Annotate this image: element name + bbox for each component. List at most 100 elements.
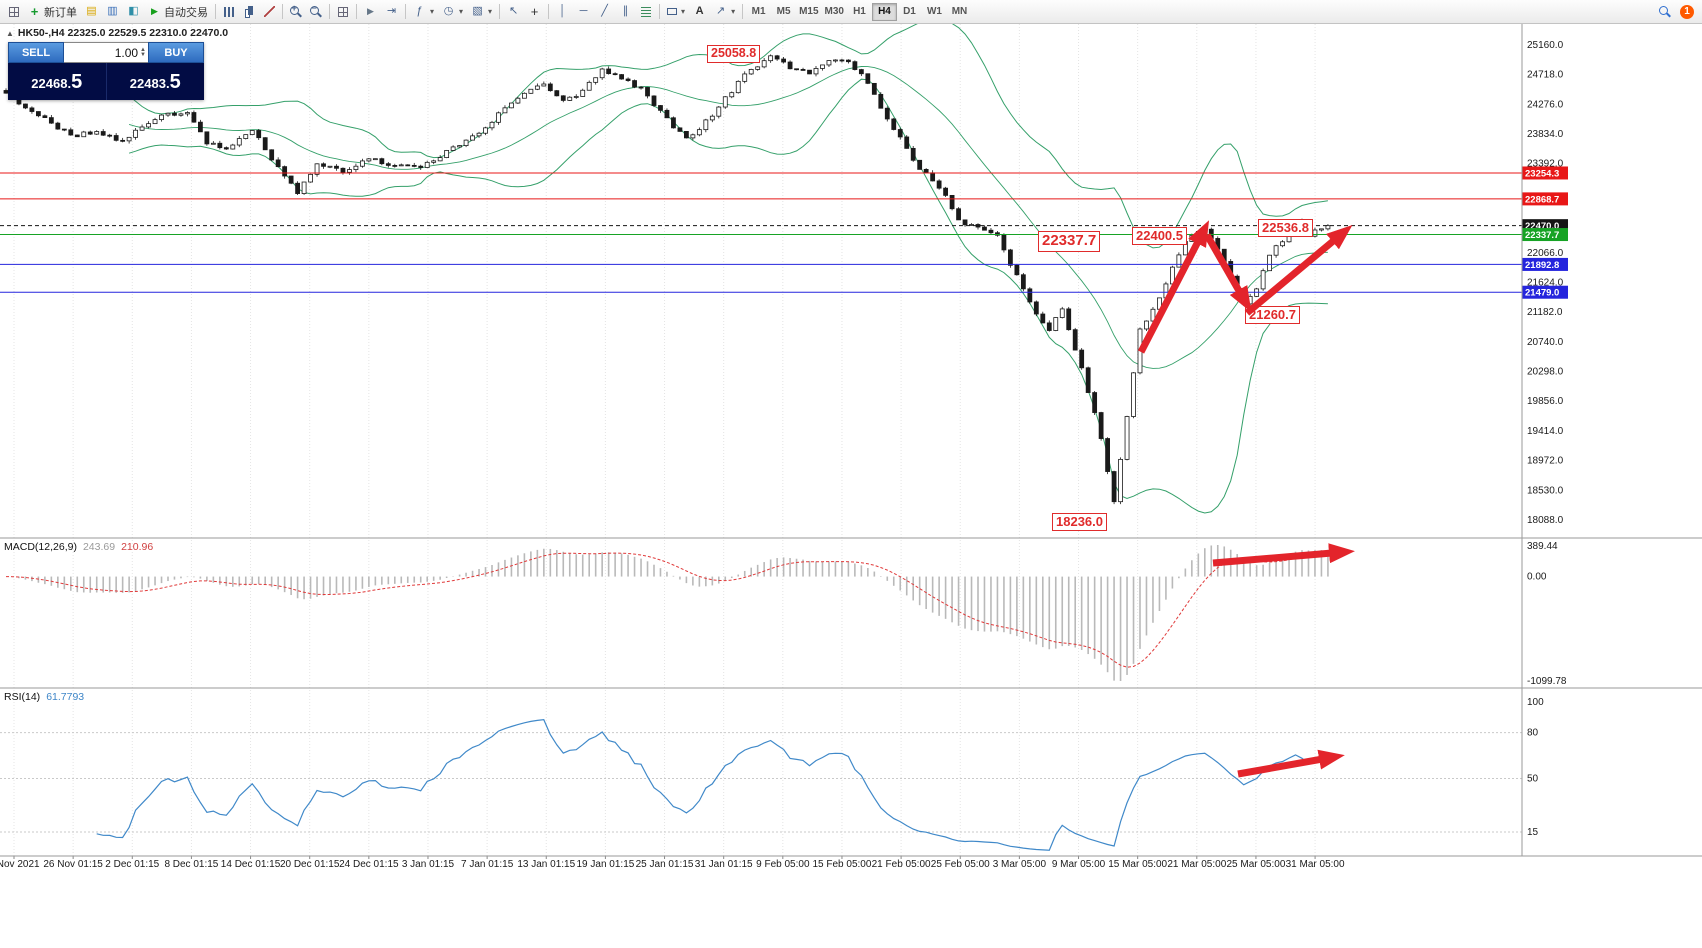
svg-text:18972.0: 18972.0 xyxy=(1527,456,1564,467)
timeframe-m15-button[interactable]: M15 xyxy=(799,6,819,17)
cursor-icon: ↖ xyxy=(508,5,519,17)
notification-badge[interactable]: 1 xyxy=(1680,4,1694,19)
indicators-button[interactable]: ƒ ▾ xyxy=(409,2,438,22)
autotrading-button[interactable]: ▶ 自动交易 xyxy=(144,2,212,22)
trendline-button[interactable]: ╱ xyxy=(594,2,615,22)
grid-icon xyxy=(338,6,348,17)
volume-stepper[interactable]: ▲ ▼ xyxy=(140,46,146,58)
toolbar-separator xyxy=(329,4,330,19)
templates-button[interactable]: ▧ ▾ xyxy=(467,2,496,22)
sell-button[interactable]: SELL xyxy=(8,42,64,63)
svg-text:3 Jan 01:15: 3 Jan 01:15 xyxy=(402,859,455,870)
text-icon: A xyxy=(695,5,704,17)
timeframe-mn-button[interactable]: MN xyxy=(951,6,968,17)
line-chart-button[interactable] xyxy=(259,2,279,22)
zoom-out-button[interactable] xyxy=(306,2,326,22)
svg-text:22066.0: 22066.0 xyxy=(1527,248,1564,259)
svg-text:20740.0: 20740.0 xyxy=(1527,337,1564,348)
tline-icon: ╱ xyxy=(601,5,608,17)
text-label-button[interactable]: A xyxy=(689,2,710,22)
volume-value: 1.00 xyxy=(114,45,139,60)
function-icon: ƒ xyxy=(416,5,423,17)
equidistant-channel-button[interactable]: ∥ xyxy=(615,2,636,22)
svg-text:8 Dec 01:15: 8 Dec 01:15 xyxy=(164,859,218,870)
svg-text:80: 80 xyxy=(1527,728,1539,739)
new-order-button[interactable]: + 新订单 xyxy=(24,2,81,22)
rsi-value: 61.7793 xyxy=(46,691,85,703)
chevron-down-icon: ▾ xyxy=(459,7,464,16)
crosshair-button[interactable]: + xyxy=(524,2,545,22)
periods-button[interactable]: ◷ ▾ xyxy=(438,2,467,22)
play-gray-icon: ▶ xyxy=(367,6,374,16)
market-watch-button[interactable]: ▥ xyxy=(102,2,123,22)
arrow-icon: ↗ xyxy=(715,5,726,17)
svg-text:13 Jan 01:15: 13 Jan 01:15 xyxy=(517,859,575,870)
svg-text:22868.7: 22868.7 xyxy=(1525,194,1559,205)
navigator-button[interactable]: ◧ xyxy=(123,2,144,22)
autotrading-label: 自动交易 xyxy=(164,6,208,19)
zoom-in-button[interactable] xyxy=(286,2,306,22)
timeframe-m1-button[interactable]: M1 xyxy=(751,6,766,17)
price-callout-22536: 22536.8 xyxy=(1258,219,1313,238)
volume-input[interactable]: 1.00 ▲ ▼ xyxy=(64,42,148,63)
rsi-name: RSI(14) xyxy=(4,691,41,703)
svg-text:21182.0: 21182.0 xyxy=(1527,307,1563,318)
vline-icon: │ xyxy=(559,5,566,17)
shapes-button[interactable]: ▾ xyxy=(663,2,689,22)
svg-text:21892.8: 21892.8 xyxy=(1525,260,1559,271)
candlestick-chart-button[interactable] xyxy=(239,2,259,22)
toolbar-right: 1 xyxy=(1655,2,1698,22)
svg-text:20298.0: 20298.0 xyxy=(1527,367,1564,378)
candles-icon xyxy=(244,6,255,18)
svg-text:15 Feb 05:00: 15 Feb 05:00 xyxy=(812,859,871,870)
history-center-button[interactable]: ▤ xyxy=(81,2,102,22)
fibonacci-button[interactable] xyxy=(636,2,656,22)
clock-icon: ◷ xyxy=(443,5,454,17)
vertical-line-button[interactable]: │ xyxy=(552,2,573,22)
panel-teal-icon: ◧ xyxy=(128,5,139,17)
cursor-button[interactable]: ↖ xyxy=(503,2,524,22)
svg-text:19414.0: 19414.0 xyxy=(1527,426,1564,437)
svg-text:21479.0: 21479.0 xyxy=(1525,288,1559,299)
bar-chart-button[interactable] xyxy=(219,2,239,22)
chart-shift-button[interactable]: ⇥ xyxy=(381,2,402,22)
search-button[interactable] xyxy=(1655,2,1675,22)
svg-text:31 Mar 05:00: 31 Mar 05:00 xyxy=(1286,859,1345,870)
chart-symbol-title: ▲ HK50-,H4 22325.0 22529.5 22310.0 22470… xyxy=(6,27,228,39)
arrow-objects-button[interactable]: ↗ ▾ xyxy=(710,2,739,22)
rsi-label: RSI(14) 61.7793 xyxy=(4,691,84,703)
timeframe-h4-button[interactable]: H4 xyxy=(871,2,897,21)
svg-text:18088.0: 18088.0 xyxy=(1527,515,1564,526)
auto-scroll-button[interactable]: ▶ xyxy=(360,2,381,22)
timeframe-w1-button[interactable]: W1 xyxy=(926,6,942,17)
svg-text:25 Mar 05:00: 25 Mar 05:00 xyxy=(1226,859,1285,870)
macd-panel xyxy=(5,545,1329,681)
svg-text:26 Nov 01:15: 26 Nov 01:15 xyxy=(43,859,103,870)
timeframe-d1-button[interactable]: D1 xyxy=(903,6,916,17)
channel-icon: ∥ xyxy=(622,5,629,17)
sell-price[interactable]: 22468. 5 xyxy=(8,63,106,100)
tile-windows-button[interactable] xyxy=(333,2,353,22)
stepper-down-icon[interactable]: ▼ xyxy=(140,51,146,58)
macd-name: MACD(12,26,9) xyxy=(4,541,77,553)
buy-price[interactable]: 22483. 5 xyxy=(105,63,205,100)
svg-text:24718.0: 24718.0 xyxy=(1527,70,1564,81)
svg-text:50: 50 xyxy=(1527,774,1539,785)
timeframe-h1-button[interactable]: H1 xyxy=(853,6,866,17)
play-green-icon: ▶ xyxy=(151,6,158,16)
stepper-up-icon[interactable]: ▲ xyxy=(140,46,146,53)
timeframe-m5-button[interactable]: M5 xyxy=(776,6,791,17)
sell-price-main: 22468. xyxy=(31,76,72,91)
svg-text:23254.3: 23254.3 xyxy=(1525,168,1559,179)
macd-main-value: 243.69 xyxy=(82,541,116,553)
horizontal-line-button[interactable]: ─ xyxy=(573,2,594,22)
toolbar-separator xyxy=(499,4,501,19)
svg-text:22337.7: 22337.7 xyxy=(1525,230,1559,241)
chevron-down-icon: ▾ xyxy=(681,7,686,16)
new-chart-button[interactable] xyxy=(4,2,24,22)
shape-icon xyxy=(667,8,678,15)
buy-button[interactable]: BUY xyxy=(148,42,204,63)
svg-text:2 Dec 01:15: 2 Dec 01:15 xyxy=(105,859,159,870)
timeframe-m30-button[interactable]: M30 xyxy=(824,6,844,17)
